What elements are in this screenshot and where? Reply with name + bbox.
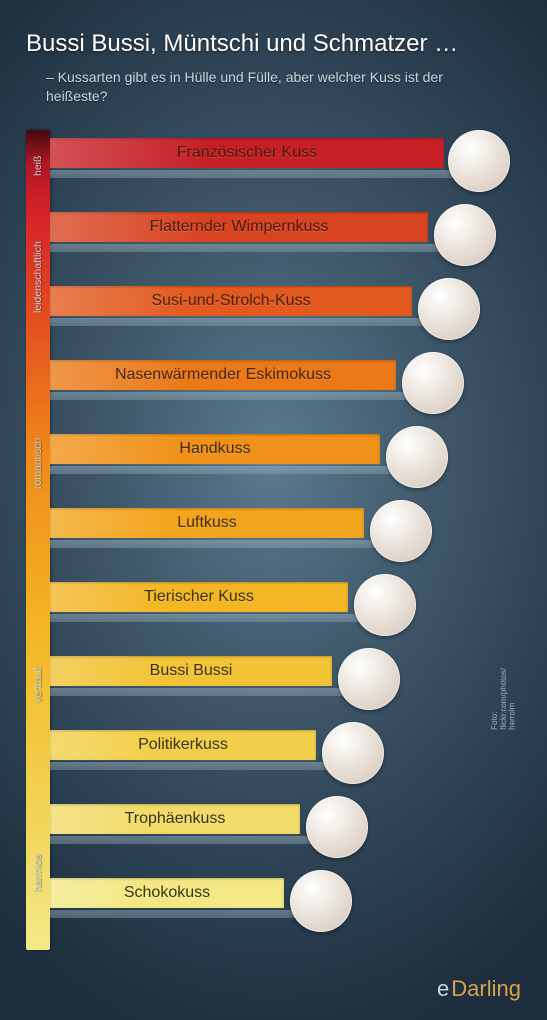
kiss-photo: [306, 796, 368, 858]
kiss-row: Tierischer Kuss: [50, 578, 521, 652]
page-subtitle: – Kussarten gibt es in Hülle und Fülle, …: [26, 68, 446, 106]
scale-label: heiß: [24, 130, 52, 202]
kiss-scale-chart: heißleidenschaftlichromantischvertrautha…: [26, 130, 521, 960]
kiss-photo: [386, 426, 448, 488]
kiss-row: Handkuss: [50, 430, 521, 504]
kiss-photo: [290, 870, 352, 932]
kiss-label: Susi-und-Strolch-Kuss: [50, 286, 412, 316]
kiss-label: Schokokuss: [50, 878, 284, 908]
scale-label: harmlos: [24, 796, 52, 950]
kiss-underbar: [50, 318, 428, 326]
kiss-label: Trophäenkuss: [50, 804, 300, 834]
scale-label: vertraut: [24, 574, 52, 796]
kiss-label: Tierischer Kuss: [50, 582, 348, 612]
kiss-row: Bussi Bussi: [50, 652, 521, 726]
kiss-row: Nasenwärmender Eskimokuss: [50, 356, 521, 430]
kiss-underbar: [50, 170, 455, 178]
kiss-underbar: [50, 836, 318, 844]
kiss-label: Flatternder Wimpernkuss: [50, 212, 428, 242]
kiss-underbar: [50, 910, 302, 918]
scale-label: romantisch: [24, 352, 52, 574]
kiss-label: Luftkuss: [50, 508, 364, 538]
kiss-underbar: [50, 392, 412, 400]
brand-prefix: e: [437, 976, 449, 1002]
kiss-row: Politikerkuss: [50, 726, 521, 800]
kiss-underbar: [50, 688, 350, 696]
kiss-photo: [434, 204, 496, 266]
kiss-label: Bussi Bussi: [50, 656, 332, 686]
brand-logo: e Darling: [437, 976, 521, 1002]
kiss-row: Flatternder Wimpernkuss: [50, 208, 521, 282]
kiss-photo: [418, 278, 480, 340]
kiss-photo: [322, 722, 384, 784]
page-title: Bussi Bussi, Müntschi und Schmatzer …: [26, 30, 521, 58]
kiss-row: Susi-und-Strolch-Kuss: [50, 282, 521, 356]
kiss-photo: [370, 500, 432, 562]
kiss-photo: [338, 648, 400, 710]
kiss-label: Handkuss: [50, 434, 380, 464]
kiss-row: Französischer Kuss: [50, 134, 521, 208]
kiss-underbar: [50, 614, 366, 622]
kiss-label: Politikerkuss: [50, 730, 316, 760]
kiss-photo: [402, 352, 464, 414]
kiss-label: Nasenwärmender Eskimokuss: [50, 360, 396, 390]
kiss-row: Schokokuss: [50, 874, 521, 948]
photo-credit: Foto: flickr.com/photos/ herrolm: [491, 668, 517, 730]
kiss-underbar: [50, 540, 382, 548]
scale-label: leidenschaftlich: [24, 202, 52, 352]
kiss-label: Französischer Kuss: [50, 138, 444, 168]
kiss-underbar: [50, 244, 442, 252]
kiss-photo: [354, 574, 416, 636]
kiss-row: Trophäenkuss: [50, 800, 521, 874]
kiss-underbar: [50, 466, 398, 474]
kiss-row: Luftkuss: [50, 504, 521, 578]
kiss-underbar: [50, 762, 334, 770]
brand-name: Darling: [451, 976, 521, 1002]
kiss-photo: [448, 130, 510, 192]
